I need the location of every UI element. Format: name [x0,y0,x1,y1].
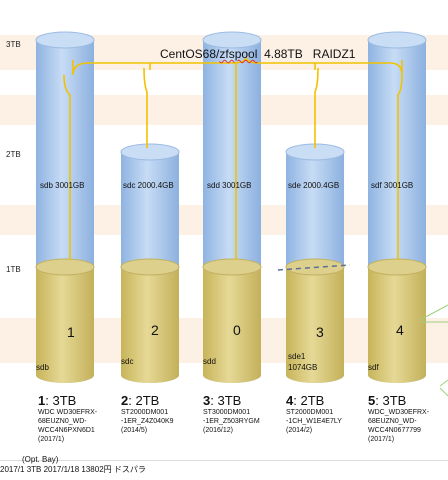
disk-1-slot: 1 [38,393,46,408]
disk-5-device-label: sdf 3001GB [371,181,414,190]
disk-4-capacity: 2TB [300,393,325,408]
disk-2-model-line: (2014/5) [121,427,148,434]
disk-3-info: 3: 3TB ST3000DM001 -1ER_Z503RYGM (2016/1… [203,393,287,435]
disk-1-info: 1: 3TB WDC WD30EFRX- 68EUZN0_WD- WCC4N6P… [38,393,122,444]
disk-3-device-label: sdd 3001GB [207,181,252,190]
disk-2-capacity: 2TB [135,393,160,408]
disk-3-capacity: 3TB [217,393,242,408]
disk-1-partition-device: sdb [36,363,49,372]
disk-4-device-label: sde 2000.4GB [288,181,340,190]
disk-4-slot: 4 [286,393,294,408]
footer-line: 2017/1 3TB 2017/1/18 13802円 ドスパラ [0,465,146,474]
disk-5-cylinder [367,31,427,383]
disk-1-capacity: 3TB [52,393,77,408]
disk-1-model-line: (2017/1) [38,436,65,443]
disk-5-partition-number: 4 [396,322,404,338]
disk-2-model-line: ST2000DM001 [121,409,169,416]
disk-2-model-line: -1ER_Z4Z040K9 [121,418,174,425]
disk-2-heading: 2: 2TB [121,393,160,408]
disk-3-cylinder [202,31,262,383]
disk-1-model-line: 68EUZN0_WD- [38,418,87,425]
pool-title-prefix: CentOS68/ [160,47,220,61]
disk-3-partition-number: 0 [233,322,241,338]
y-axis-label-2tb: 2TB [6,150,21,159]
disk-4-partition-number: 3 [316,324,324,340]
disk-1-cylinder [35,31,95,383]
disk-2-info: 2: 2TB ST2000DM001 -1ER_Z4Z040K9 (2014/5… [121,393,205,435]
disk-5-model-line: (2017/1) [368,436,395,443]
pool-bracket-lines [63,56,403,260]
y-axis-label-3tb: 3TB [6,40,21,49]
disk-3-heading: 3: 3TB [203,393,242,408]
disk-4-cylinder [285,143,345,383]
partition-dashed-line [277,264,351,271]
disk-4-model-line: -1CH_W1E4E7LY [286,418,342,425]
disk-5-partition-device: sdf [368,363,379,372]
disk-5-model-line: WCC4N0677799 [368,427,421,434]
pool-title-pool: zfspool [219,47,258,61]
disk-1-device-label: sdb 3001GB [40,181,85,190]
pool-raid: RAIDZ1 [312,47,356,61]
disk-1-model-line: WCC4N6PXN6D1 [38,427,95,434]
disk-2-slot: 2 [121,393,129,408]
disk-3-slot: 3 [203,393,211,408]
disk-2-cylinder [120,143,180,383]
pool-title: CentOS68/zfspool 4.88TB RAIDZ1 [160,47,355,61]
disk-2-device-label: sdc 2000.4GB [123,181,174,190]
disk-5-model-line: WDC_WD30EFRX- [368,409,430,416]
disk-3-model-line: ST3000DM001 [203,409,251,416]
disk-3-model-line: (2016/12) [203,427,233,434]
disk-4-heading: 4: 2TB [286,393,325,408]
disk-3-model-line: -1ER_Z503RYGM [203,418,260,425]
disk-5-info: 5: 3TB WDC_WD30EFRX- 68EUZN0_WD- WCC4N06… [368,393,448,444]
disk-4-partition-device: sde1 [288,352,306,361]
disk-5-model-line: 68EUZN0_WD- [368,418,417,425]
disk-1-partition-number: 1 [67,324,75,340]
disk-4-model-line: ST2000DM001 [286,409,334,416]
y-axis-label-1tb: 1TB [6,265,21,274]
callout-lines [419,304,448,397]
footer-note: (Opt. Bay) 2017/1 3TB 2017/1/18 13802円 ド… [0,455,448,480]
disk-1-model-line: WDC WD30EFRX- [38,409,98,416]
pool-size: 4.88TB [264,47,303,61]
disk-2-partition-device: sdc [121,357,134,366]
opt-bay-label: (Opt. Bay) [22,455,59,464]
disk-4-info: 4: 2TB ST2000DM001 -1CH_W1E4E7LY (2014/2… [286,393,370,435]
disk-5-slot: 5 [368,393,376,408]
disk-4-partition-size: 1074GB [288,363,318,372]
disk-5-capacity: 3TB [382,393,407,408]
disk-3-partition-device: sdd [203,357,216,366]
disk-1-heading: 1: 3TB [38,393,77,408]
disk-2-partition-number: 2 [151,322,159,338]
disk-5-heading: 5: 3TB [368,393,407,408]
disk-4-model-line: (2014/2) [286,427,313,434]
